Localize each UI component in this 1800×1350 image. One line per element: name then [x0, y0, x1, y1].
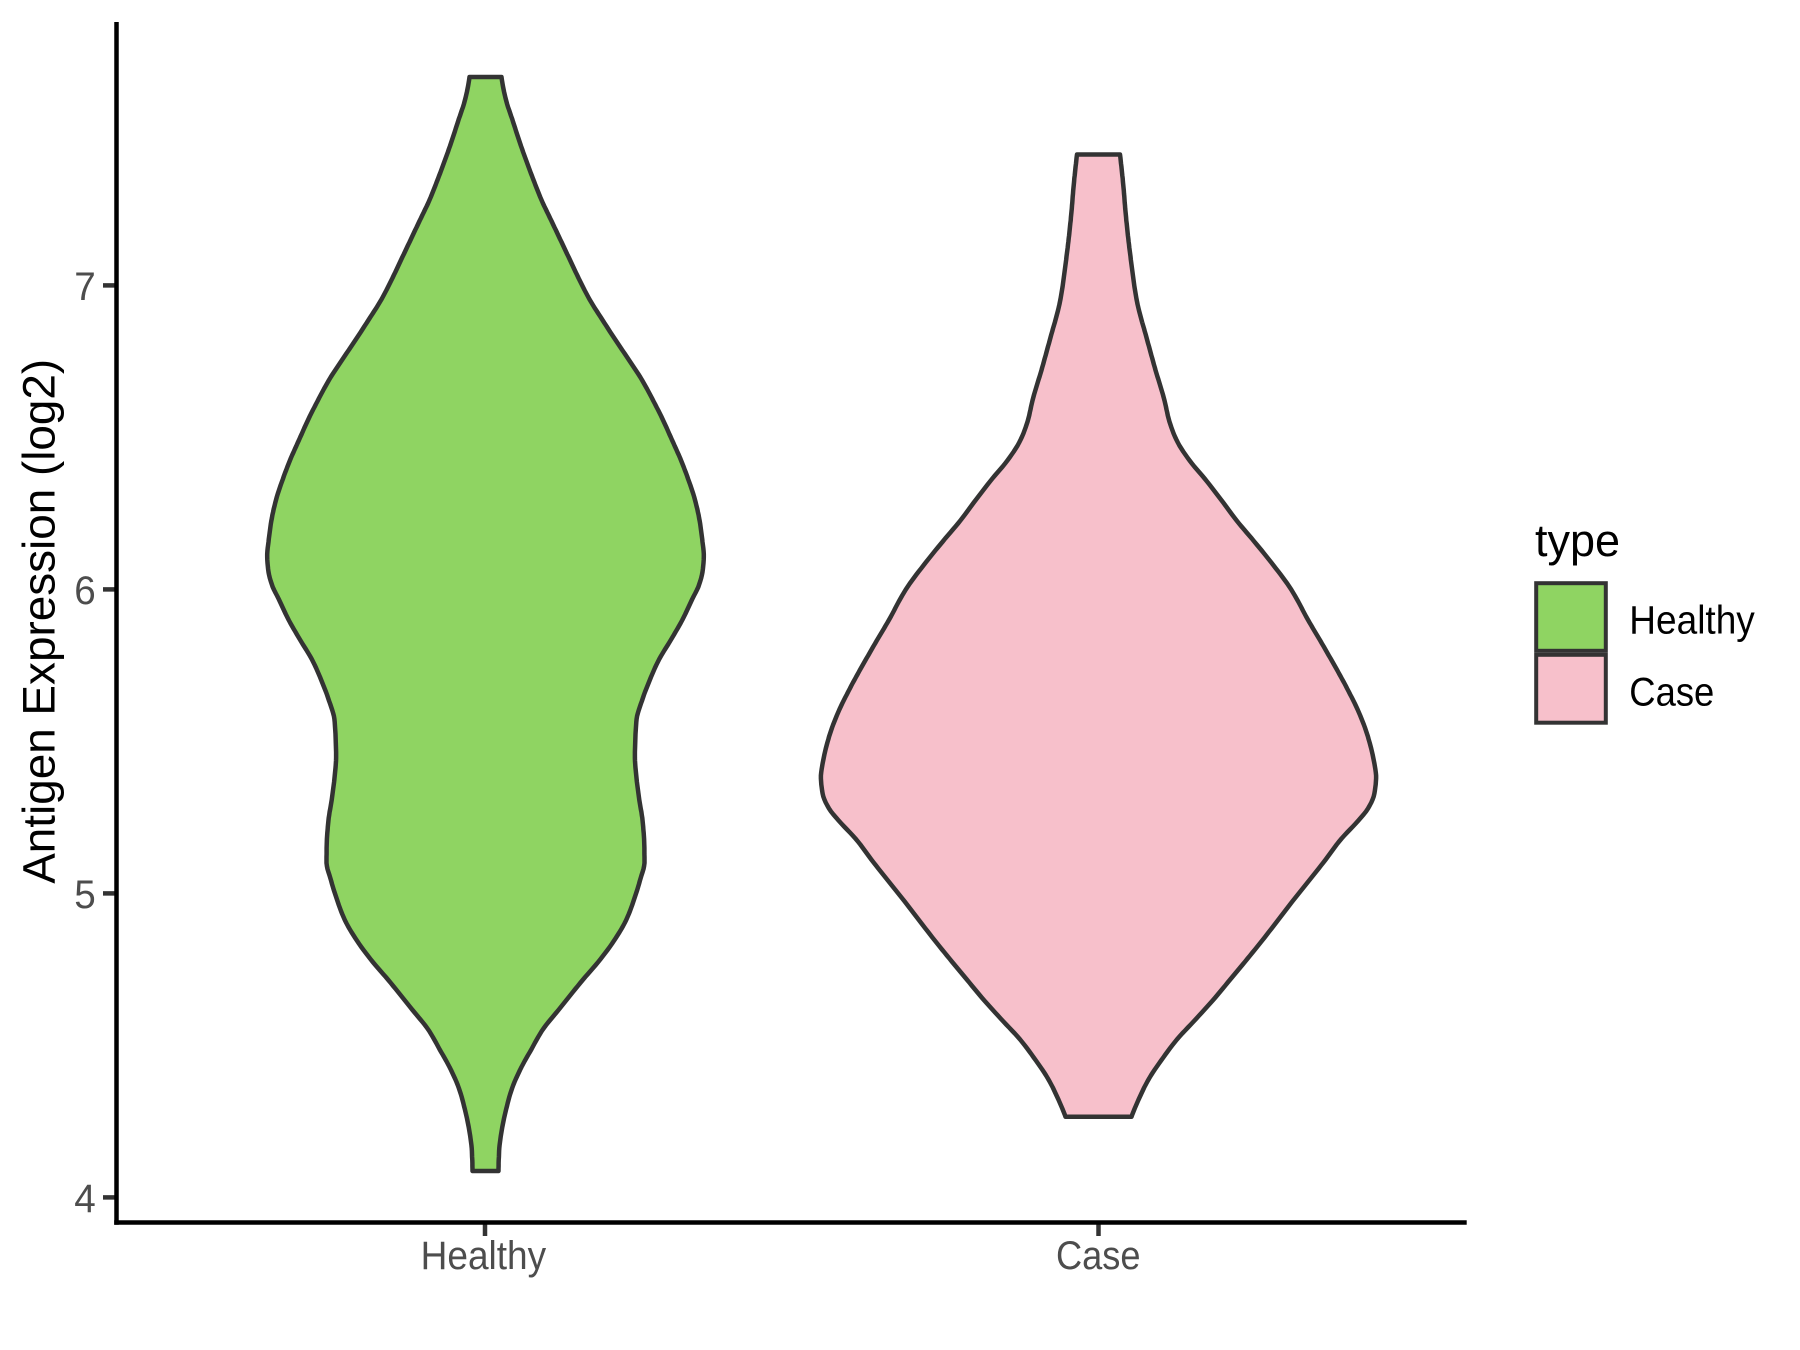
- svg-text:type: type: [1535, 515, 1620, 566]
- svg-text:Healthy: Healthy: [421, 1234, 547, 1278]
- svg-text:Healthy: Healthy: [1629, 599, 1755, 643]
- svg-text:4: 4: [74, 1177, 96, 1221]
- svg-text:Case: Case: [1629, 670, 1714, 714]
- svg-text:Antigen Expression (log2): Antigen Expression (log2): [13, 359, 64, 884]
- svg-text:7: 7: [74, 265, 96, 309]
- svg-text:6: 6: [74, 569, 96, 613]
- svg-text:Case: Case: [1056, 1234, 1141, 1278]
- svg-text:5: 5: [74, 873, 96, 917]
